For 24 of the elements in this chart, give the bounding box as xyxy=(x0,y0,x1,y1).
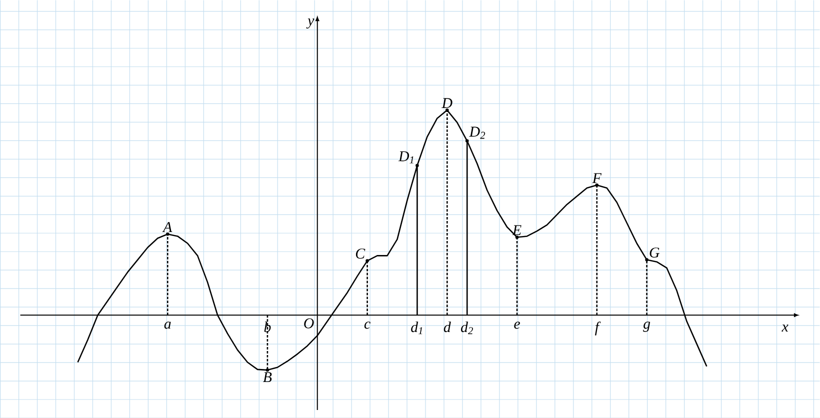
annotation: F xyxy=(592,173,602,183)
x-axis-title: x xyxy=(782,324,788,332)
annotation: D xyxy=(442,98,452,108)
annotation: D$_{1}$ xyxy=(398,151,414,164)
annotation: O xyxy=(304,318,314,328)
x-tick-label: d xyxy=(444,322,451,332)
point xyxy=(645,258,648,262)
x-tick-label: b xyxy=(264,322,271,332)
point xyxy=(166,232,170,236)
x-tick-label: d$_{1}$ xyxy=(411,322,422,334)
annotation: A xyxy=(162,222,172,232)
x-tick-label: g xyxy=(643,321,650,332)
x-tick-label: f xyxy=(594,321,601,336)
x-tick-label: d$_{2}$ xyxy=(460,322,473,334)
annotation: C xyxy=(356,248,366,258)
x-tick-label: c xyxy=(364,322,370,329)
point xyxy=(266,368,270,372)
text: y xyxy=(306,18,314,28)
annotation: E xyxy=(512,225,522,235)
x-tick-label: e xyxy=(514,322,520,329)
annotation: G xyxy=(650,247,660,258)
annotation: D$_{2}$ xyxy=(469,126,486,139)
annotation: B xyxy=(263,372,272,382)
x-tick-label: a xyxy=(164,321,171,329)
